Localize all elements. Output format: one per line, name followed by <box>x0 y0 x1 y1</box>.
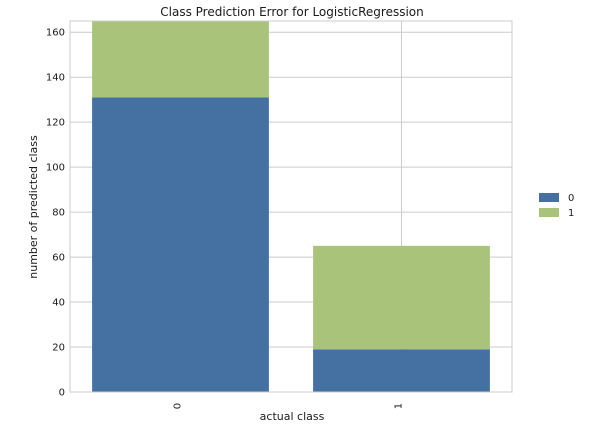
bar-segment-0 <box>313 349 490 392</box>
x-tick-label: 0 <box>173 403 184 409</box>
y-tick-label: 80 <box>52 208 65 219</box>
y-tick-label: 160 <box>46 28 65 39</box>
legend: 01 <box>539 193 574 219</box>
plot-frame <box>69 20 513 393</box>
x-tick-label: 1 <box>394 403 405 409</box>
y-tick-label: 140 <box>46 73 65 84</box>
y-tick-label: 40 <box>52 298 65 309</box>
x-axis-label: actual class <box>260 410 325 423</box>
y-tick-label: 20 <box>52 343 65 354</box>
legend-swatch <box>539 208 559 217</box>
legend-label: 1 <box>568 208 574 219</box>
y-tick-label: 60 <box>52 253 65 264</box>
y-tick-label: 0 <box>59 388 65 399</box>
bar-segment-1 <box>313 245 490 350</box>
y-axis-ticks: 0 20 40 60 80 100 120 140 160 <box>46 28 65 399</box>
y-tick-label: 120 <box>46 118 65 129</box>
bar-segment-0 <box>92 97 269 392</box>
y-tick-label: 100 <box>46 163 65 174</box>
bar-segment-1 <box>92 21 269 98</box>
chart-title: Class Prediction Error for LogisticRegre… <box>160 5 423 19</box>
y-axis-label: number of predicted class <box>27 135 40 279</box>
legend-label: 0 <box>568 193 574 204</box>
legend-swatch <box>539 193 559 202</box>
bars <box>92 21 490 392</box>
